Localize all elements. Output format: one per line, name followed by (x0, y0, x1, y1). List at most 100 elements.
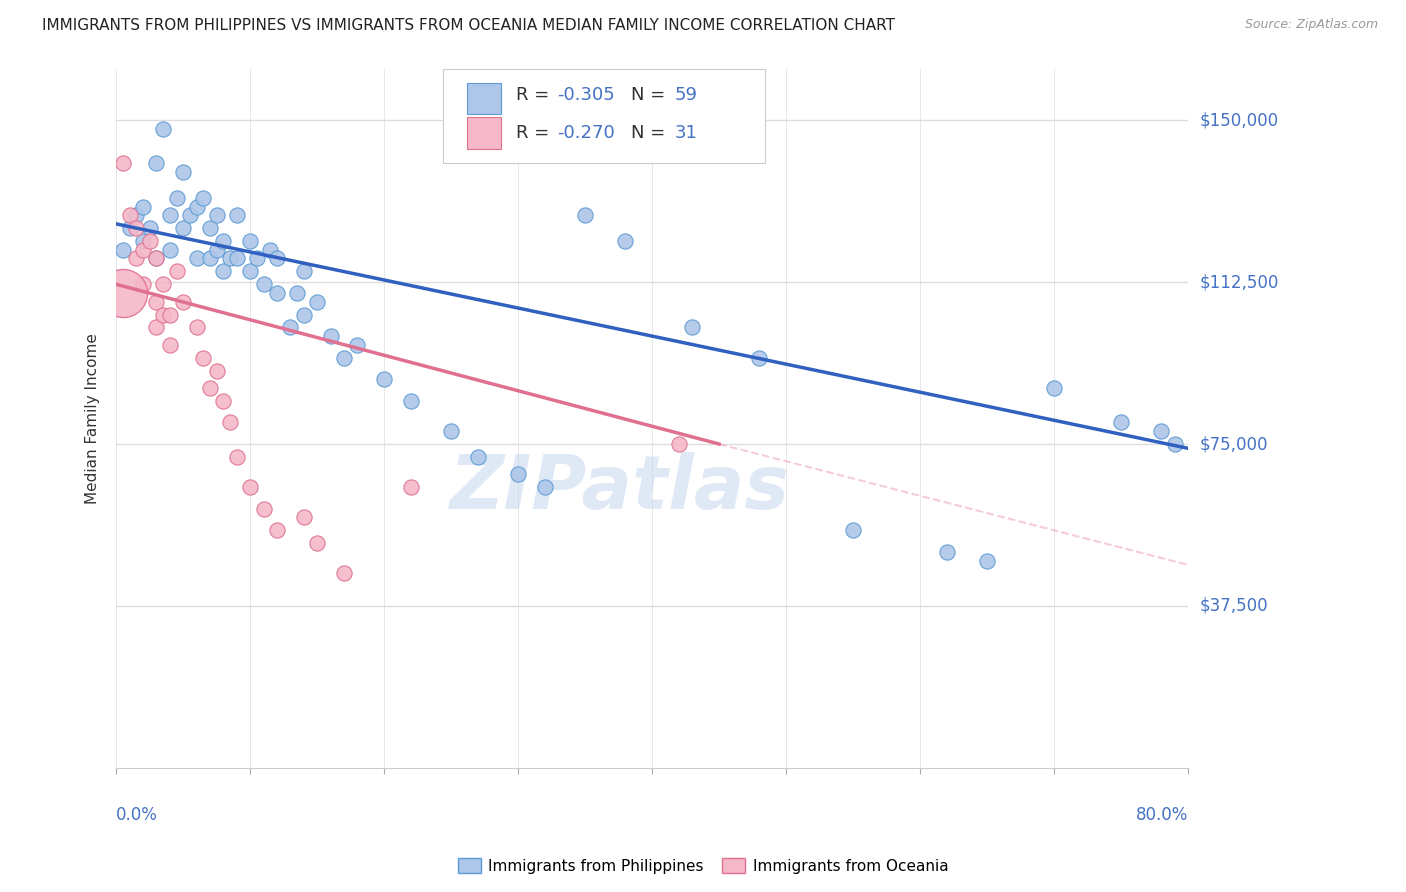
Point (292, 308, 315, 322)
Point (159, 308, 181, 322)
Point (132, 234, 155, 248)
Point (212, 264, 235, 278)
Point (139, 221, 162, 235)
Point (186, 252, 208, 266)
Point (205, 243, 228, 257)
Text: IMMIGRANTS FROM PHILIPPINES VS IMMIGRANTS FROM OCEANIA MEDIAN FAMILY INCOME CORR: IMMIGRANTS FROM PHILIPPINES VS IMMIGRANT… (42, 18, 896, 33)
Text: 31: 31 (675, 124, 697, 142)
Point (842, 524, 865, 538)
Text: Source: ZipAtlas.com: Source: ZipAtlas.com (1244, 18, 1378, 31)
Point (307, 536, 329, 550)
Point (614, 234, 637, 248)
Point (125, 208, 148, 222)
Point (266, 252, 288, 266)
Point (976, 553, 998, 567)
Point (198, 252, 221, 266)
Point (440, 424, 463, 438)
Point (1150, 424, 1173, 438)
Point (111, 156, 134, 170)
Point (574, 208, 596, 222)
Point (373, 372, 395, 386)
Point (239, 480, 262, 494)
Point (172, 221, 194, 235)
Point (399, 480, 422, 494)
Text: $75,000: $75,000 (1199, 435, 1268, 453)
Text: -0.305: -0.305 (557, 87, 614, 104)
Point (145, 252, 167, 266)
Point (145, 294, 167, 309)
Text: 80.0%: 80.0% (1136, 806, 1188, 824)
Point (125, 252, 148, 266)
Point (205, 208, 228, 222)
Point (132, 243, 155, 257)
Point (186, 320, 208, 334)
Point (748, 351, 770, 365)
Point (292, 510, 315, 524)
FancyBboxPatch shape (467, 82, 501, 114)
Point (193, 351, 215, 365)
Point (467, 450, 489, 464)
Point (205, 364, 228, 378)
Point (193, 191, 215, 205)
Point (132, 277, 155, 292)
Point (259, 243, 281, 257)
Point (186, 200, 208, 214)
Text: 59: 59 (675, 87, 697, 104)
Point (239, 234, 262, 248)
Point (292, 264, 315, 278)
Text: N =: N = (631, 124, 671, 142)
Point (219, 416, 242, 430)
Point (225, 252, 247, 266)
Point (333, 351, 356, 365)
Point (152, 277, 174, 292)
Point (1109, 416, 1132, 430)
Point (152, 308, 174, 322)
Text: 0.0%: 0.0% (117, 806, 157, 824)
Y-axis label: Median Family Income: Median Family Income (86, 333, 100, 504)
Point (253, 501, 276, 516)
Point (198, 381, 221, 395)
Point (225, 450, 247, 464)
FancyBboxPatch shape (467, 118, 501, 149)
Point (179, 208, 201, 222)
Text: N =: N = (631, 87, 671, 104)
Point (125, 221, 148, 235)
Point (319, 329, 342, 343)
Point (212, 234, 235, 248)
Point (145, 320, 167, 334)
Point (152, 122, 174, 136)
Point (219, 252, 242, 266)
Point (118, 208, 141, 222)
Point (534, 480, 557, 494)
Point (159, 337, 181, 351)
Point (225, 208, 247, 222)
Text: $112,500: $112,500 (1199, 273, 1278, 291)
Text: ZIPatlas: ZIPatlas (450, 451, 790, 524)
Point (253, 277, 276, 292)
Point (266, 524, 288, 538)
Point (132, 200, 155, 214)
Point (307, 294, 329, 309)
Point (508, 467, 530, 482)
Point (118, 221, 141, 235)
Point (246, 252, 269, 266)
Point (399, 393, 422, 408)
Point (681, 320, 703, 334)
Point (145, 252, 167, 266)
Point (266, 285, 288, 300)
Point (1163, 437, 1185, 451)
Point (159, 208, 181, 222)
Point (111, 285, 134, 300)
Legend: Immigrants from Philippines, Immigrants from Oceania: Immigrants from Philippines, Immigrants … (451, 852, 955, 880)
Point (198, 221, 221, 235)
Text: $37,500: $37,500 (1199, 597, 1268, 615)
Text: -0.270: -0.270 (557, 124, 614, 142)
Point (139, 234, 162, 248)
Text: R =: R = (516, 87, 555, 104)
Point (280, 320, 302, 334)
Point (166, 191, 188, 205)
Point (239, 264, 262, 278)
Point (668, 437, 690, 451)
Point (166, 264, 188, 278)
Text: $150,000: $150,000 (1199, 112, 1278, 129)
